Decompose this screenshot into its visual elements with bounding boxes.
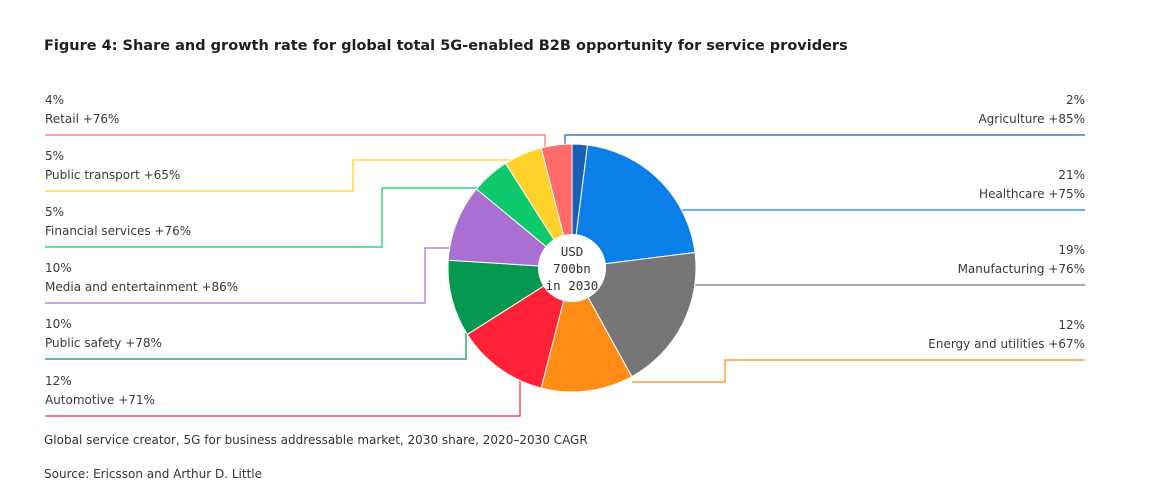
leader-line-energy-and-utilities	[632, 359, 1085, 383]
slice-label-agriculture: 2% Agriculture +85%	[978, 91, 1085, 129]
slice-share: 5%	[45, 149, 65, 163]
slice-label-automotive: 12% Automotive +71%	[45, 372, 155, 410]
slice-share: 19%	[1058, 243, 1085, 257]
slice-label-public-transport: 5% Public transport +65%	[45, 147, 180, 185]
slice-growth: Public transport +65%	[45, 168, 181, 182]
pie-slice-manufacturing	[571, 251, 697, 378]
pie-slice-healthcare	[571, 144, 696, 269]
leader-line-financial-services	[45, 187, 492, 248]
slice-share: 10%	[45, 317, 72, 331]
slice-growth: Manufacturing +76%	[957, 262, 1085, 276]
pie-slice-media-and-entertainment	[447, 188, 574, 269]
slice-label-media-and-entertainment: 10% Media and entertainment +86%	[45, 259, 238, 297]
slice-growth: Retail +76%	[45, 112, 120, 126]
pie-slice-automotive	[466, 266, 573, 389]
pie-slices	[447, 143, 697, 393]
leader-line-media-and-entertainment	[45, 247, 454, 304]
slice-growth: Healthcare +75%	[979, 187, 1085, 201]
slice-share: 2%	[1065, 93, 1085, 107]
slice-share: 12%	[45, 374, 72, 388]
center-label-line: in 2030	[546, 278, 599, 293]
slice-label-manufacturing: 19% Manufacturing +76%	[958, 241, 1085, 279]
slice-share: 4%	[45, 93, 65, 107]
chart-note: Global service creator, 5G for business …	[44, 433, 588, 447]
slice-label-retail: 4% Retail +76%	[45, 91, 119, 129]
slice-growth: Agriculture +85%	[978, 112, 1085, 126]
slice-label-healthcare: 21% Healthcare +75%	[979, 166, 1085, 204]
slice-share: 10%	[45, 261, 72, 275]
slice-growth: Financial services +76%	[45, 224, 192, 238]
slice-growth: Automotive +71%	[45, 393, 155, 407]
slice-share: 12%	[1058, 318, 1085, 332]
slice-share: 21%	[1058, 168, 1085, 182]
center-label-line: USD	[561, 244, 584, 259]
slice-label-energy-and-utilities: 12% Energy and utilities +67%	[928, 316, 1085, 354]
source-text: Source: Ericsson and Arthur D. Little	[44, 467, 262, 481]
leader-line-agriculture	[564, 134, 1085, 158]
leader-line-public-safety	[45, 328, 467, 360]
slice-growth: Media and entertainment +86%	[45, 280, 239, 294]
figure-title: Figure 4: Share and growth rate for glob…	[44, 38, 848, 54]
leader-lines	[45, 134, 1085, 417]
center-hole	[538, 234, 606, 302]
leader-line-automotive	[45, 364, 521, 417]
center-label-line: 700bn	[553, 261, 591, 276]
slice-growth: Energy and utilities +67%	[928, 337, 1085, 351]
slice-label-financial-services: 5% Financial services +76%	[45, 203, 191, 241]
slice-growth: Public safety +78%	[45, 336, 162, 350]
center-label: USD 700bn in 2030	[538, 234, 606, 302]
pie-slice-energy-and-utilities	[540, 266, 633, 393]
slice-label-public-safety: 10% Public safety +78%	[45, 315, 162, 353]
slice-share: 5%	[45, 205, 65, 219]
leader-line-public-transport	[45, 159, 524, 192]
